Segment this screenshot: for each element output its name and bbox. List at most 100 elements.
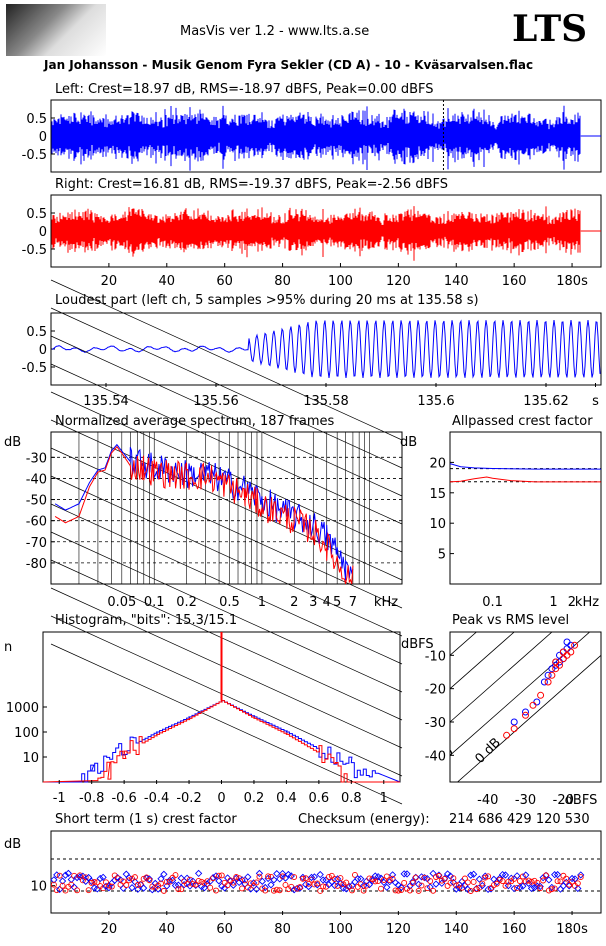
spectrum-xtick-8: 5 (333, 595, 341, 610)
spectrum-diagonal-2 (50, 447, 403, 609)
short-crest-right-point-127 (415, 887, 422, 894)
short-crest-left-point-183 (577, 871, 585, 879)
peak-rms-title: Peak vs RMS level (452, 613, 570, 628)
short-crest-left-point-170 (539, 873, 547, 882)
short-crest-left-point-5 (61, 871, 70, 879)
short-crest-left-point-150 (481, 872, 489, 880)
allpassed-left-series (449, 463, 601, 470)
short-crest-right-point-34 (146, 877, 153, 884)
short-crest-right-point-31 (137, 881, 144, 888)
short-crest-right-point-138 (447, 879, 454, 886)
short-crest-left-point-161 (513, 872, 521, 880)
short-crest-left-point-88 (302, 880, 310, 889)
short-crest-xtick-5: 120 (386, 922, 411, 937)
waveform-xtick-6: 140 (444, 274, 469, 289)
short-crest-left-point-41 (166, 876, 174, 885)
short-crest-left-point-70 (249, 879, 258, 887)
peak-rms-left-point-3 (540, 678, 548, 686)
short-crest-right-point-107 (357, 881, 364, 888)
allpassed-frame (449, 431, 602, 585)
peak-rms-left-point-0 (510, 718, 518, 726)
spectrum-title: Normalized average spectrum, 187 frames (55, 414, 335, 429)
spectrum-right-series (54, 446, 354, 585)
short-crest-right-point-12 (82, 874, 89, 881)
short-crest-right-point-13 (85, 887, 92, 894)
app-title: MasVis ver 1.2 - www.lts.a.se (180, 24, 370, 39)
peak-rms-xtick-1: -30 (515, 793, 536, 808)
peak-rms-right-point-13 (559, 648, 567, 656)
spectrum-ytick-4: -70 (26, 536, 47, 551)
short-crest-right-point-137 (444, 882, 451, 889)
spectrum-diagonal-9 (50, 643, 403, 805)
short-crest-right-point-58 (215, 872, 222, 879)
short-crest-right-point-173 (548, 886, 555, 893)
short-crest-left-point-2 (53, 871, 61, 879)
short-crest-frame (50, 830, 602, 914)
short-crest-left-point-76 (267, 881, 275, 889)
short-crest-right-point-162 (516, 878, 523, 885)
loudest-xtick-3: 135.6 (417, 394, 454, 409)
spectrum-xtick-10: kHz (374, 595, 398, 610)
short-crest-right-point-118 (389, 875, 396, 882)
spectrum-xtick-9: 7 (349, 595, 357, 610)
spectrum-ytick-0: -30 (26, 451, 47, 466)
checksum-value: 214 686 429 120 530 (449, 812, 590, 827)
left_waveform-ytick-1: 0 (39, 130, 47, 145)
short-crest-left-point-34 (145, 875, 154, 883)
short-crest-right-point-170 (540, 877, 547, 884)
short-crest-left-point-114 (377, 874, 385, 882)
short-crest-right-point-178 (563, 875, 570, 882)
peak-rms-frame (449, 631, 602, 783)
spectrum-ytick-2: -50 (26, 494, 47, 509)
loudest-xtick-5: s (592, 394, 599, 409)
short-crest-left-point-71 (252, 885, 261, 893)
short-crest-right-point-71 (253, 879, 260, 886)
short-crest-left-point-66 (238, 876, 246, 884)
short-crest-right-point-151 (485, 873, 492, 880)
allpassed-xtick-0: 0.1 (482, 595, 503, 610)
allpassed-xtick-1: 1 (549, 595, 557, 610)
short-crest-left-point-121 (397, 883, 405, 892)
short-crest-right-point-36 (152, 884, 159, 891)
short-crest-left-point-175 (553, 870, 562, 879)
left-waveform-title: Left: Crest=18.97 dB, RMS=-18.97 dBFS, P… (55, 82, 434, 97)
peak-rms-left-point-1 (522, 708, 529, 716)
short-crest-right-point-114 (378, 885, 384, 892)
spectrum-diagonal-6 (50, 559, 403, 721)
short-crest-xtick-8: 180s (556, 922, 588, 937)
short-crest-right-point-183 (577, 874, 584, 881)
short-crest-right-point-134 (435, 872, 442, 879)
short-crest-left-point-167 (530, 883, 539, 892)
spectrum-diagonal--2 (50, 335, 403, 497)
histogram-right-series (42, 700, 400, 783)
short-crest-left-point-16 (93, 885, 101, 893)
short-crest-right-point-78 (273, 886, 280, 893)
short-crest-right-point-144 (464, 879, 471, 886)
short-crest-left-point-72 (255, 869, 264, 878)
spectrum-xtick-5: 2 (290, 595, 298, 610)
short-crest-right-point-109 (363, 882, 370, 889)
peak-rms-ytick-3: -40 (425, 749, 446, 764)
short-crest-left-point-127 (414, 880, 423, 888)
short-crest-right-point-89 (305, 880, 312, 887)
short-crest-xtick-6: 140 (444, 922, 469, 937)
spectrum-xtick-1: 0.1 (144, 595, 165, 610)
short-crest-left-point-159 (507, 874, 515, 882)
short-crest-left-point-86 (296, 884, 304, 892)
short-crest-left-point-92 (313, 881, 321, 889)
short-crest-left-point-78 (273, 870, 281, 878)
short-crest-left-point-91 (310, 873, 319, 881)
spectrum-xtick-0: 0.05 (107, 595, 136, 610)
short-crest-right-point-155 (496, 876, 503, 883)
short-crest-right-point-53 (201, 880, 208, 886)
short-crest-right-point-75 (265, 873, 272, 880)
short-crest-right-point-92 (314, 880, 321, 887)
short-crest-right-point-77 (270, 887, 277, 894)
short-crest-left-point-99 (333, 875, 342, 883)
short-crest-left-point-1 (50, 876, 58, 884)
peak-rms-ylabel: dBFS (401, 637, 434, 652)
peak-rms-plot-area: 40 30 20 10 0 dB (450, 632, 601, 782)
histogram-xtick-7: 0.4 (276, 791, 297, 806)
peak-rms-left-point-7 (556, 651, 563, 659)
short-crest-left-point-110 (365, 880, 374, 889)
